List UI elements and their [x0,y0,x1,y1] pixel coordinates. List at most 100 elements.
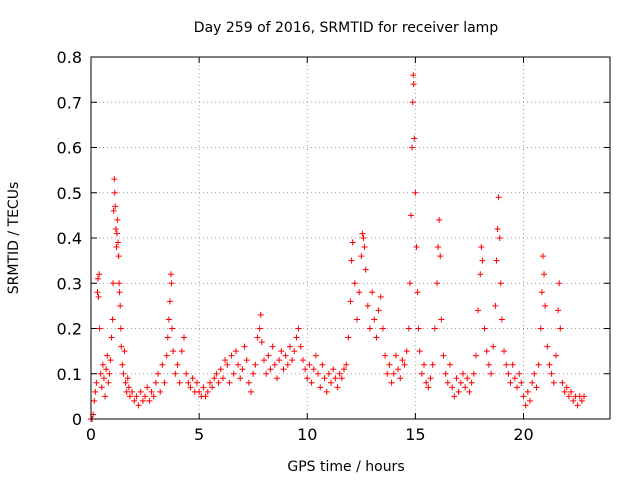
data-point [142,393,149,400]
data-point [555,307,562,314]
data-point [399,357,406,364]
data-point [546,361,553,368]
data-point [206,379,213,386]
data-point [110,207,117,214]
data-point [364,302,371,309]
data-point [117,325,124,332]
data-point [133,393,140,400]
data-point [222,357,229,364]
data-point [356,289,363,296]
data-point [144,384,151,391]
data-point [330,366,337,373]
data-point [215,379,222,386]
y-tick-label: 0.5 [57,184,82,203]
data-point [421,361,428,368]
data-point [359,230,366,237]
data-point [286,343,293,350]
data-point [308,379,315,386]
data-point [185,379,192,386]
data-point [481,325,488,332]
data-point [390,370,397,377]
data-point [252,361,259,368]
data-point [382,352,389,359]
data-point [189,375,196,382]
data-point [526,397,533,404]
data-point [176,379,183,386]
data-point [548,370,555,377]
data-point [135,402,142,409]
data-point [193,379,200,386]
data-point [310,366,317,373]
data-point [92,388,99,395]
data-point [291,348,298,355]
data-point [196,388,203,395]
data-point [102,393,109,400]
data-point [444,379,451,386]
data-point [386,361,393,368]
data-point [155,370,162,377]
data-point [183,370,190,377]
data-point [338,375,345,382]
data-point [121,348,128,355]
data-point [516,370,523,377]
data-point [348,257,355,264]
data-point [410,72,417,79]
x-axis-label: GPS time / hours [287,459,404,475]
data-point [137,388,144,395]
data-point [435,244,442,251]
data-point [299,357,306,364]
data-point [360,235,367,241]
data-point [494,225,501,232]
data-point [343,361,350,368]
x-tick-label: 20 [513,425,533,444]
y-axis-label: SRMTID / TECUs [6,182,22,295]
data-points [88,72,588,422]
data-point [493,257,500,264]
data-point [388,379,395,386]
axis-ticks: 0 5 10 15 20 0 0.1 0.2 0.3 0.4 0.5 0.6 0.7 0.8 [57,48,610,444]
data-point [379,325,386,332]
data-point [550,379,557,386]
data-point [159,361,166,368]
data-point [94,289,101,296]
data-point [565,393,572,400]
data-point [323,388,330,395]
data-point [116,289,123,296]
x-tick-label: 15 [405,425,425,444]
data-point [224,361,231,368]
data-point [241,343,248,350]
data-point [351,280,358,287]
x-tick-label: 5 [194,425,204,444]
data-point [488,370,495,377]
data-point [261,357,267,364]
data-point [578,397,585,404]
data-point [438,316,445,323]
data-point [406,280,413,287]
data-point [425,384,432,391]
data-point [539,253,546,260]
data-point [165,316,172,323]
data-point [172,370,179,377]
data-point [475,307,482,314]
data-point [429,361,436,368]
data-point [423,379,430,386]
data-point [369,289,376,296]
data-point [457,379,464,386]
data-point [431,325,438,332]
data-point [118,343,125,350]
x-tick-label: 10 [297,425,317,444]
data-point [95,293,102,300]
data-point [353,316,360,323]
data-point [93,379,100,386]
data-point [408,212,415,219]
data-point [204,388,211,395]
data-point [498,316,505,323]
data-point [349,239,356,246]
data-point [148,388,155,395]
data-point [250,370,257,377]
data-point [332,375,339,382]
data-point [563,384,570,391]
data-point [542,302,549,309]
data-point [178,348,185,355]
data-point [570,397,577,404]
